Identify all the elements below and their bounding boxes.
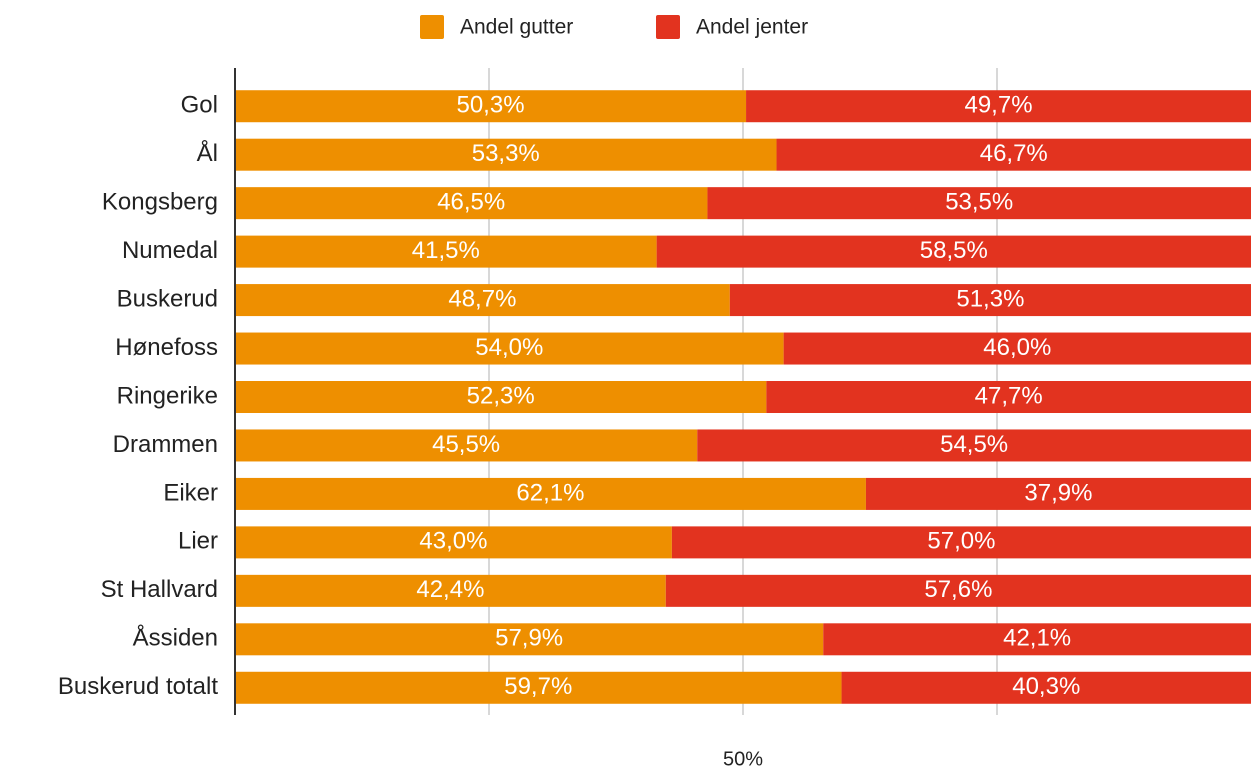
data-label: 57,9% (495, 625, 563, 652)
data-label: 54,0% (475, 334, 543, 361)
y-tick-label: Kongsberg (102, 188, 218, 215)
bar-segment (235, 235, 657, 268)
x-tick-label: 50% (723, 748, 763, 768)
y-tick-label: Åssiden (133, 624, 218, 652)
bar-segment (235, 574, 666, 607)
y-tick-label: Eiker (163, 479, 218, 506)
data-label: 46,7% (980, 140, 1048, 167)
data-label: 41,5% (412, 237, 480, 264)
data-label: 53,3% (472, 140, 540, 167)
data-label: 59,7% (504, 673, 572, 700)
data-label: 46,0% (983, 334, 1051, 361)
bar-segment (235, 429, 698, 462)
bar-segment (697, 429, 1251, 462)
legend-swatch (420, 15, 444, 39)
data-label: 58,5% (920, 237, 988, 264)
y-tick-label: Gol (181, 92, 218, 119)
data-label: 62,1% (516, 479, 584, 506)
data-label: 50,3% (456, 92, 524, 119)
y-tick-label: Buskerud (117, 285, 218, 312)
bar-segment (235, 90, 747, 123)
bar-segment (783, 332, 1251, 365)
data-label: 45,5% (432, 431, 500, 458)
bar-segment (235, 381, 767, 413)
data-label: 54,5% (940, 431, 1008, 458)
data-label: 43,0% (419, 528, 487, 555)
y-tick-label: Hønefoss (115, 334, 218, 361)
bar-segment (656, 235, 1251, 268)
bar-segment (746, 90, 1251, 123)
y-tick-label: Ringerike (117, 382, 218, 409)
data-label: 53,5% (945, 188, 1013, 215)
data-label: 42,1% (1003, 625, 1071, 652)
bar-segment (235, 332, 784, 365)
legend-label: Andel gutter (460, 16, 573, 39)
data-label: 37,9% (1024, 479, 1092, 506)
bar-segment (235, 187, 708, 220)
data-label: 40,3% (1012, 673, 1080, 700)
bar-segment (671, 526, 1251, 559)
bar-segment (235, 623, 824, 656)
bar-segment (235, 284, 730, 317)
bar-segment (823, 623, 1251, 656)
bar-segment (707, 187, 1251, 220)
legend-swatch (656, 15, 680, 39)
bar-segment (665, 574, 1251, 607)
bar-segment (865, 477, 1251, 510)
bar-segment (766, 381, 1251, 413)
bar-segment (235, 138, 777, 171)
data-label: 52,3% (467, 382, 535, 409)
y-tick-label: St Hallvard (101, 576, 218, 603)
y-tick-label: Buskerud totalt (58, 673, 218, 700)
bar-segment (841, 671, 1251, 704)
y-tick-label: Ål (197, 139, 218, 167)
data-label: 51,3% (956, 285, 1024, 312)
y-tick-label: Lier (178, 528, 218, 555)
data-label: 57,6% (924, 576, 992, 603)
data-label: 49,7% (964, 92, 1032, 119)
data-label: 46,5% (437, 188, 505, 215)
bar-segment (729, 284, 1251, 317)
data-label: 47,7% (975, 382, 1043, 409)
bar-segment (235, 671, 842, 704)
bar-segment (235, 477, 866, 510)
bar-segment (776, 138, 1251, 171)
bar-segment (235, 526, 672, 559)
data-label: 42,4% (416, 576, 484, 603)
data-label: 57,0% (927, 528, 995, 555)
data-label: 48,7% (448, 285, 516, 312)
legend-label: Andel jenter (696, 16, 808, 39)
y-tick-label: Drammen (113, 431, 218, 458)
y-tick-label: Numedal (122, 237, 218, 264)
